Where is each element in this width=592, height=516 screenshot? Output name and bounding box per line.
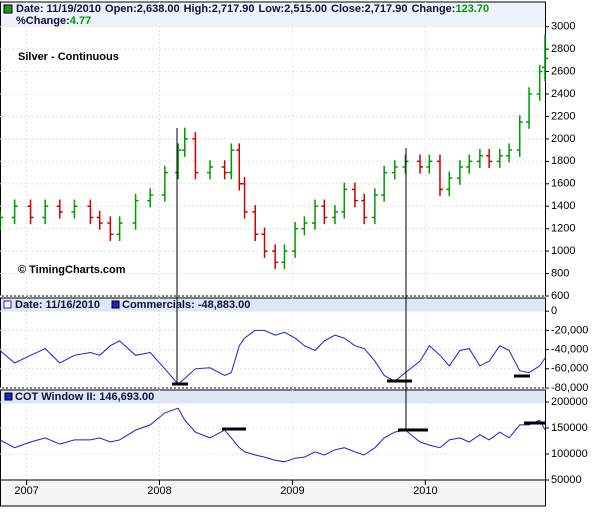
legend-swatch: [4, 392, 13, 401]
y-tick-label: 1200: [551, 223, 575, 235]
x-tick-label: 2009: [280, 485, 304, 497]
y-tick-label: 1800: [551, 155, 575, 167]
y-tick-label: 0: [551, 305, 557, 317]
header-item: Open:2,638.00: [105, 3, 180, 15]
header-item: %Change:: [16, 15, 70, 27]
y-tick-label: 2600: [551, 65, 575, 77]
x-axis-bar: [0, 479, 546, 507]
panel: [0, 1, 546, 297]
header-item: Date: 11/16/2010: [15, 299, 100, 311]
legend-label: COT Window II: 146,693.00: [15, 391, 154, 403]
panel: [0, 297, 546, 389]
header-icon: [3, 300, 12, 309]
y-tick-label: 2400: [551, 88, 575, 100]
header-bar: [1, 298, 545, 312]
legend-swatch: [111, 300, 120, 309]
y-tick-label: -20,000: [551, 324, 588, 336]
header-bar: [1, 2, 545, 27]
header-icon: [3, 4, 13, 14]
y-tick-label: 3000: [551, 21, 575, 33]
y-tick-label: 200000: [551, 396, 588, 408]
header-item: High:2,717.90: [184, 3, 255, 15]
y-tick-label: -80,000: [551, 382, 588, 394]
y-tick-label: 600: [551, 290, 569, 302]
y-tick-label: 2800: [551, 43, 575, 55]
x-tick-label: 2007: [14, 485, 38, 497]
y-tick-label: 800: [551, 267, 569, 279]
y-tick-label: 1000: [551, 245, 575, 257]
data-line: [0, 329, 546, 385]
annotation: © TimingCharts.com: [18, 264, 126, 276]
y-tick-label: 2200: [551, 110, 575, 122]
data-line: [0, 407, 546, 463]
y-tick-label: 100000: [551, 448, 588, 460]
x-tick-label: 2010: [413, 485, 437, 497]
y-tick-label: 150000: [551, 422, 588, 434]
header-bar: [1, 390, 545, 404]
y-tick-label: 1400: [551, 200, 575, 212]
header-item: Change:: [411, 3, 455, 15]
header-item: Close:2,717.90: [331, 3, 407, 15]
legend-label: Commercials: -48,883.00: [122, 299, 250, 311]
header: COT Window II: 146,693.00: [15, 391, 154, 403]
header: Date: 11/19/2010 Open:2,638.00 High:2,717.…: [16, 3, 489, 15]
header-pct: 4.77: [70, 15, 91, 27]
header-item: Date: 11/19/2010: [16, 3, 101, 15]
chart-title: Silver - Continuous: [18, 51, 119, 63]
header-item: Low:2,515.00: [259, 3, 327, 15]
y-tick-label: -40,000: [551, 343, 588, 355]
y-tick-label: 1600: [551, 178, 575, 190]
header: Date: 11/16/2010 Commercials: -48,883.00: [15, 299, 250, 311]
panel: [0, 389, 546, 481]
header-change: 123.70: [455, 3, 489, 15]
y-tick-label: -60,000: [551, 363, 588, 375]
y-tick-label: 2000: [551, 133, 575, 145]
y-tick-label: 50000: [551, 474, 582, 486]
header: %Change:4.77: [16, 15, 91, 27]
x-tick-label: 2008: [147, 485, 171, 497]
